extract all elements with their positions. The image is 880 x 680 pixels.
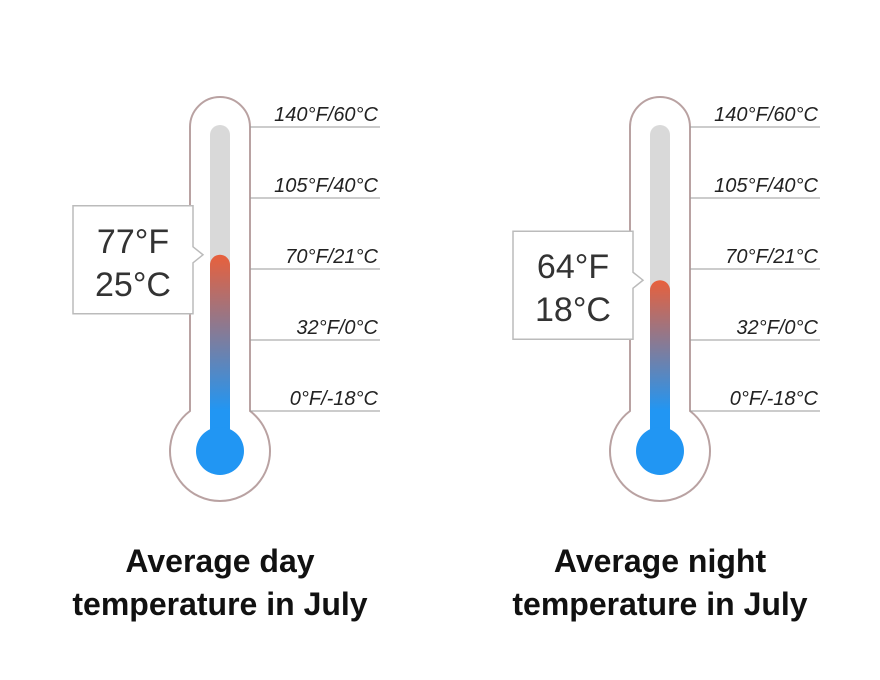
chart-title: Average day temperature in July bbox=[72, 543, 368, 622]
tick-label: 32°F/0°C bbox=[736, 317, 818, 339]
value-label: 25°C bbox=[95, 266, 171, 304]
tick-label: 140°F/60°C bbox=[274, 104, 378, 126]
tick-label: 32°F/0°C bbox=[296, 317, 378, 339]
bulb bbox=[636, 427, 684, 475]
value-label: 18°C bbox=[535, 291, 611, 329]
tick-label: 0°F/-18°C bbox=[730, 388, 819, 410]
tick-label: 105°F/40°C bbox=[714, 175, 818, 197]
tick-label: 105°F/40°C bbox=[274, 175, 378, 197]
thermometer-outline bbox=[609, 96, 711, 502]
tick-label: 0°F/-18°C bbox=[290, 388, 379, 410]
tick-label: 70°F/21°C bbox=[285, 246, 378, 268]
chart-title: Average night temperature in July bbox=[512, 543, 808, 622]
chart: 0°F/-18°C 32°F/0°C 70°F/21°C 105°F/40°C 140°… bbox=[72, 96, 820, 502]
callout bbox=[72, 205, 205, 315]
value-label: 77°F bbox=[97, 223, 169, 261]
tick-label: 70°F/21°C bbox=[725, 246, 818, 268]
mercury bbox=[210, 254, 230, 411]
bulb bbox=[196, 427, 244, 475]
mercury bbox=[650, 280, 670, 411]
thermometer-outline bbox=[169, 96, 271, 502]
value-label: 64°F bbox=[537, 248, 609, 286]
tick-label: 140°F/60°C bbox=[714, 104, 818, 126]
callout bbox=[512, 230, 645, 340]
